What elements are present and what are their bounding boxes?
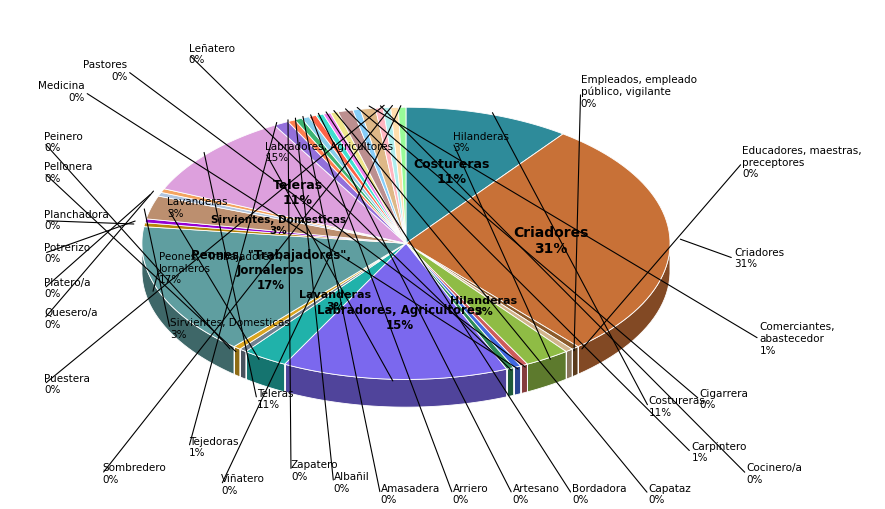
Polygon shape xyxy=(506,367,513,397)
Text: Labradores, Agricultores
15%: Labradores, Agricultores 15% xyxy=(317,304,482,332)
Text: Teleras
11%: Teleras 11% xyxy=(257,389,294,410)
Text: Lavanderas
3%: Lavanderas 3% xyxy=(299,290,372,312)
Polygon shape xyxy=(398,107,406,243)
Polygon shape xyxy=(353,109,406,243)
Text: Sirvientes, Domesticas
3%: Sirvientes, Domesticas 3% xyxy=(170,318,290,340)
Polygon shape xyxy=(240,243,406,352)
Polygon shape xyxy=(323,113,406,243)
Polygon shape xyxy=(375,108,406,243)
Polygon shape xyxy=(527,352,566,392)
Polygon shape xyxy=(309,116,406,243)
Polygon shape xyxy=(142,246,234,374)
Text: Zapatero
0%: Zapatero 0% xyxy=(291,460,338,482)
Polygon shape xyxy=(572,347,578,377)
Text: Criadores
31%: Criadores 31% xyxy=(513,225,589,256)
Polygon shape xyxy=(240,349,246,379)
Text: Amasadera
0%: Amasadera 0% xyxy=(381,484,440,505)
Text: Capataz
0%: Capataz 0% xyxy=(649,484,691,505)
Polygon shape xyxy=(383,107,406,243)
Text: Hilanderas
3%: Hilanderas 3% xyxy=(450,296,517,318)
Polygon shape xyxy=(520,364,527,393)
Polygon shape xyxy=(234,243,406,349)
Text: Lavanderas
3%: Lavanderas 3% xyxy=(167,197,228,219)
Text: Albañil
0%: Albañil 0% xyxy=(334,472,369,494)
Polygon shape xyxy=(246,243,406,364)
Text: Cigarrera
0%: Cigarrera 0% xyxy=(700,389,749,410)
Text: Peones, "Trabajadores",
Jornaleros
17%: Peones, "Trabajadores", Jornaleros 17% xyxy=(159,252,282,285)
Text: Medicina
0%: Medicina 0% xyxy=(38,81,85,103)
Polygon shape xyxy=(406,243,513,369)
Text: Cocinero/a
0%: Cocinero/a 0% xyxy=(747,463,803,485)
Polygon shape xyxy=(146,196,406,243)
Polygon shape xyxy=(302,117,406,243)
Text: Tejedoras
1%: Tejedoras 1% xyxy=(189,437,238,458)
Text: Planchadora
0%: Planchadora 0% xyxy=(44,210,109,232)
Text: Costureras
11%: Costureras 11% xyxy=(413,158,489,186)
Polygon shape xyxy=(338,110,406,243)
Polygon shape xyxy=(295,118,406,243)
Polygon shape xyxy=(406,107,563,243)
Polygon shape xyxy=(316,114,406,243)
Polygon shape xyxy=(288,120,406,243)
Text: Sirvientes, Domesticas
3%: Sirvientes, Domesticas 3% xyxy=(212,214,346,236)
Text: Leñatero
0%: Leñatero 0% xyxy=(189,43,235,65)
Polygon shape xyxy=(406,134,670,347)
Text: Platero/a
0%: Platero/a 0% xyxy=(44,278,90,299)
Polygon shape xyxy=(285,364,506,407)
Polygon shape xyxy=(513,366,520,395)
Text: Peinero
0%: Peinero 0% xyxy=(44,132,82,153)
Text: Peones, "Trabajadores",
Jornaleros
17%: Peones, "Trabajadores", Jornaleros 17% xyxy=(190,249,350,292)
Text: Arriero
0%: Arriero 0% xyxy=(453,484,489,505)
Polygon shape xyxy=(145,219,406,243)
Polygon shape xyxy=(406,243,566,364)
Polygon shape xyxy=(331,112,406,243)
Polygon shape xyxy=(158,192,406,243)
Text: Artesano
0%: Artesano 0% xyxy=(512,484,559,505)
Text: Criadores
31%: Criadores 31% xyxy=(734,248,784,269)
Polygon shape xyxy=(164,125,406,243)
Polygon shape xyxy=(578,246,670,374)
Polygon shape xyxy=(406,243,520,367)
Text: Carpintero
1%: Carpintero 1% xyxy=(691,442,747,463)
Text: Labradores, Agricultores
15%: Labradores, Agricultores 15% xyxy=(266,142,394,163)
Text: Viñatero
0%: Viñatero 0% xyxy=(221,474,265,496)
Text: Pellonera
0%: Pellonera 0% xyxy=(44,162,92,184)
Polygon shape xyxy=(144,223,406,243)
Polygon shape xyxy=(161,189,406,243)
Polygon shape xyxy=(406,243,578,349)
Polygon shape xyxy=(390,107,406,243)
Polygon shape xyxy=(246,352,285,392)
Polygon shape xyxy=(406,243,527,366)
Polygon shape xyxy=(566,349,572,379)
Text: Educadores, maestras,
preceptores
0%: Educadores, maestras, preceptores 0% xyxy=(743,146,862,179)
Text: Comerciantes,
abastecedor
1%: Comerciantes, abastecedor 1% xyxy=(759,323,835,356)
Text: Quesero/a
0%: Quesero/a 0% xyxy=(44,308,97,330)
Text: Teleras
11%: Teleras 11% xyxy=(273,179,323,207)
Polygon shape xyxy=(234,347,240,377)
Polygon shape xyxy=(274,122,406,243)
Text: Pastores
0%: Pastores 0% xyxy=(83,60,127,82)
Polygon shape xyxy=(360,108,406,243)
Text: Sombredero
0%: Sombredero 0% xyxy=(102,463,165,485)
Polygon shape xyxy=(142,227,406,347)
Text: Costureras
11%: Costureras 11% xyxy=(649,397,705,418)
Text: Empleados, empleado
público, vigilante
0%: Empleados, empleado público, vigilante 0… xyxy=(581,75,696,109)
Text: Hilanderas
3%: Hilanderas 3% xyxy=(453,132,509,153)
Text: Potrerizo
0%: Potrerizo 0% xyxy=(44,243,90,264)
Polygon shape xyxy=(285,243,506,379)
Polygon shape xyxy=(406,243,572,352)
Text: Puestera
0%: Puestera 0% xyxy=(44,374,90,395)
Text: Bordadora
0%: Bordadora 0% xyxy=(572,484,627,505)
